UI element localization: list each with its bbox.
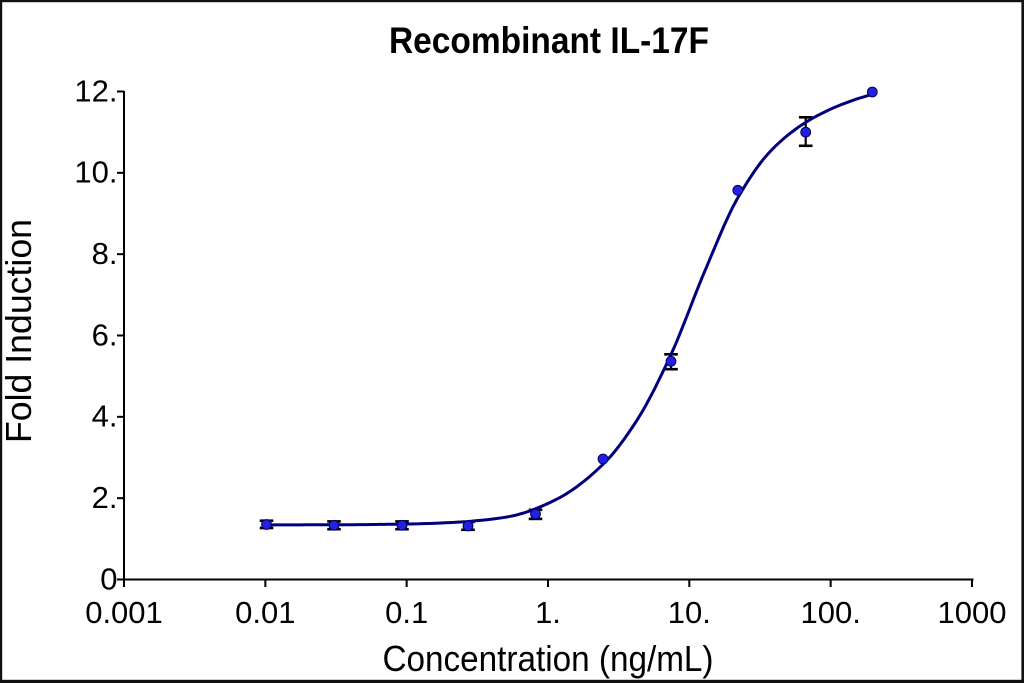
svg-text:12.: 12.	[74, 73, 117, 108]
svg-text:6.: 6.	[92, 317, 118, 352]
svg-text:0.1: 0.1	[385, 595, 428, 630]
svg-text:1.: 1.	[535, 595, 561, 630]
svg-text:Concentration (ng/mL): Concentration (ng/mL)	[383, 638, 714, 679]
svg-text:8.: 8.	[92, 236, 118, 271]
svg-text:Fold Induction: Fold Induction	[0, 219, 39, 443]
svg-text:2.: 2.	[92, 480, 118, 515]
svg-text:4.: 4.	[92, 399, 118, 434]
svg-text:10.: 10.	[668, 595, 711, 630]
svg-text:100.: 100.	[801, 595, 861, 630]
svg-text:0: 0	[100, 561, 117, 596]
svg-text:0.001: 0.001	[85, 595, 163, 630]
svg-text:10.: 10.	[74, 155, 117, 190]
svg-text:0.01: 0.01	[235, 595, 295, 630]
svg-text:1000: 1000	[938, 595, 1007, 630]
svg-text:Recombinant IL-17F: Recombinant IL-17F	[389, 20, 709, 61]
